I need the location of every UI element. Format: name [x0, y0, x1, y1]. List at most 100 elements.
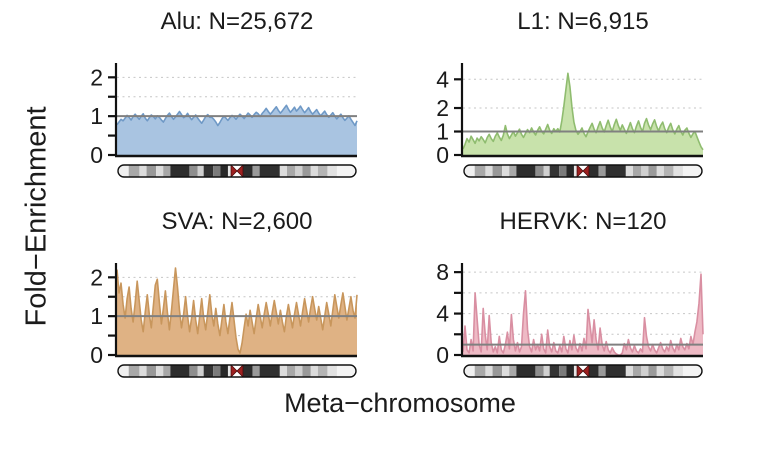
- ideo-band: [203, 165, 214, 177]
- ideo-band: [128, 365, 140, 377]
- ideo-band: [317, 365, 328, 377]
- ideo-band: [139, 365, 147, 377]
- centromere-left: [576, 365, 584, 377]
- ideo-band: [170, 365, 190, 377]
- tick-label: 0: [90, 342, 103, 368]
- tick-label: 2: [90, 64, 103, 90]
- ideo-band: [648, 365, 657, 377]
- tick-label: 4: [436, 66, 449, 92]
- ideo-band: [252, 165, 260, 177]
- series-line: [116, 267, 358, 354]
- centromere-left: [576, 165, 584, 177]
- ideo-band: [605, 165, 626, 177]
- ideo-band: [464, 165, 475, 177]
- ideo-band: [213, 365, 221, 377]
- ideo-band: [632, 165, 642, 177]
- ideo-band: [213, 165, 221, 177]
- ideo-band: [549, 365, 560, 377]
- ideo-band: [474, 365, 486, 377]
- ideo-outline: [463, 164, 703, 178]
- ideo-band: [605, 365, 626, 377]
- tick-label: 8: [436, 259, 449, 285]
- ideogram-sva: [118, 365, 356, 377]
- ideo-band: [118, 165, 129, 177]
- tick-label: 4: [436, 301, 449, 327]
- ideo-band: [189, 365, 198, 377]
- ideo-band: [189, 165, 198, 177]
- ideo-band: [302, 365, 311, 377]
- tick-label: 2: [436, 95, 449, 121]
- ideo-band: [197, 165, 204, 177]
- ideo-band: [641, 365, 649, 377]
- ideo-band: [492, 365, 503, 377]
- panel-title-alu: Alu: N=25,672: [160, 8, 314, 35]
- ideo-band: [295, 365, 303, 377]
- tick-label: 1: [436, 119, 449, 145]
- ideo-band: [302, 165, 311, 177]
- ideo-band: [559, 365, 567, 377]
- ideo-band: [336, 365, 356, 377]
- ideo-band: [220, 165, 228, 177]
- panel-alu: 0 1 2: [55, 52, 375, 182]
- ideo-band: [139, 165, 147, 177]
- x-axis-label: Meta−chromosome: [284, 388, 516, 418]
- ideo-band: [310, 165, 318, 177]
- ideo-band: [625, 365, 633, 377]
- ideo-band: [559, 165, 567, 177]
- y-axis-label: Fold−Enrichment: [20, 106, 53, 327]
- ideo-band: [535, 365, 544, 377]
- ideo-band: [535, 165, 544, 177]
- ideo-band: [259, 365, 280, 377]
- ideo-band: [474, 165, 486, 177]
- ideo-band: [573, 365, 578, 377]
- centromere-right: [582, 365, 590, 377]
- ideo-outline: [117, 164, 357, 178]
- area-fill: [463, 73, 703, 155]
- ideo-band: [543, 365, 550, 377]
- ideo-band: [673, 165, 683, 177]
- ideo-band: [317, 165, 328, 177]
- ideo-band: [220, 365, 228, 377]
- panel-title-sva: SVA: N=2,600: [161, 208, 313, 235]
- centromere-left: [230, 365, 238, 377]
- tick-label: 1: [90, 303, 103, 329]
- panel-sva: 0 1 2: [55, 252, 375, 382]
- ideogram-alu: [118, 165, 356, 177]
- tick-label: 0: [436, 342, 449, 368]
- tick-label: 0: [436, 142, 449, 168]
- ideo-band: [516, 365, 536, 377]
- ideo-band: [588, 365, 599, 377]
- ideo-band: [663, 165, 674, 177]
- ideo-band: [492, 165, 503, 177]
- ideo-band: [279, 365, 287, 377]
- tick-label: 0: [90, 142, 103, 168]
- ideo-band: [259, 165, 280, 177]
- centromere-right: [236, 365, 244, 377]
- ideo-band: [146, 365, 157, 377]
- tick-label: 1: [90, 103, 103, 129]
- ideo-band: [573, 165, 578, 177]
- ideo-band: [203, 365, 214, 377]
- ideogram-hervk: [464, 365, 702, 377]
- ideo-band: [543, 165, 550, 177]
- ideo-band: [641, 165, 649, 177]
- ideo-band: [648, 165, 657, 177]
- ideo-band: [310, 365, 318, 377]
- centromere-left: [230, 165, 238, 177]
- ideo-band: [598, 165, 606, 177]
- ideo-band: [163, 165, 171, 177]
- ideo-band: [279, 165, 287, 177]
- ideo-band: [663, 365, 674, 377]
- ideogram-l1: [464, 165, 702, 177]
- ideo-band: [118, 365, 129, 377]
- area-fill: [117, 105, 357, 155]
- ideo-band: [632, 365, 642, 377]
- ideo-band: [197, 365, 204, 377]
- ideo-band: [295, 165, 303, 177]
- centromere-right: [236, 165, 244, 177]
- ideo-band: [502, 365, 510, 377]
- ideo-band: [327, 165, 337, 177]
- ideo-band: [286, 365, 296, 377]
- ideo-band: [502, 165, 510, 177]
